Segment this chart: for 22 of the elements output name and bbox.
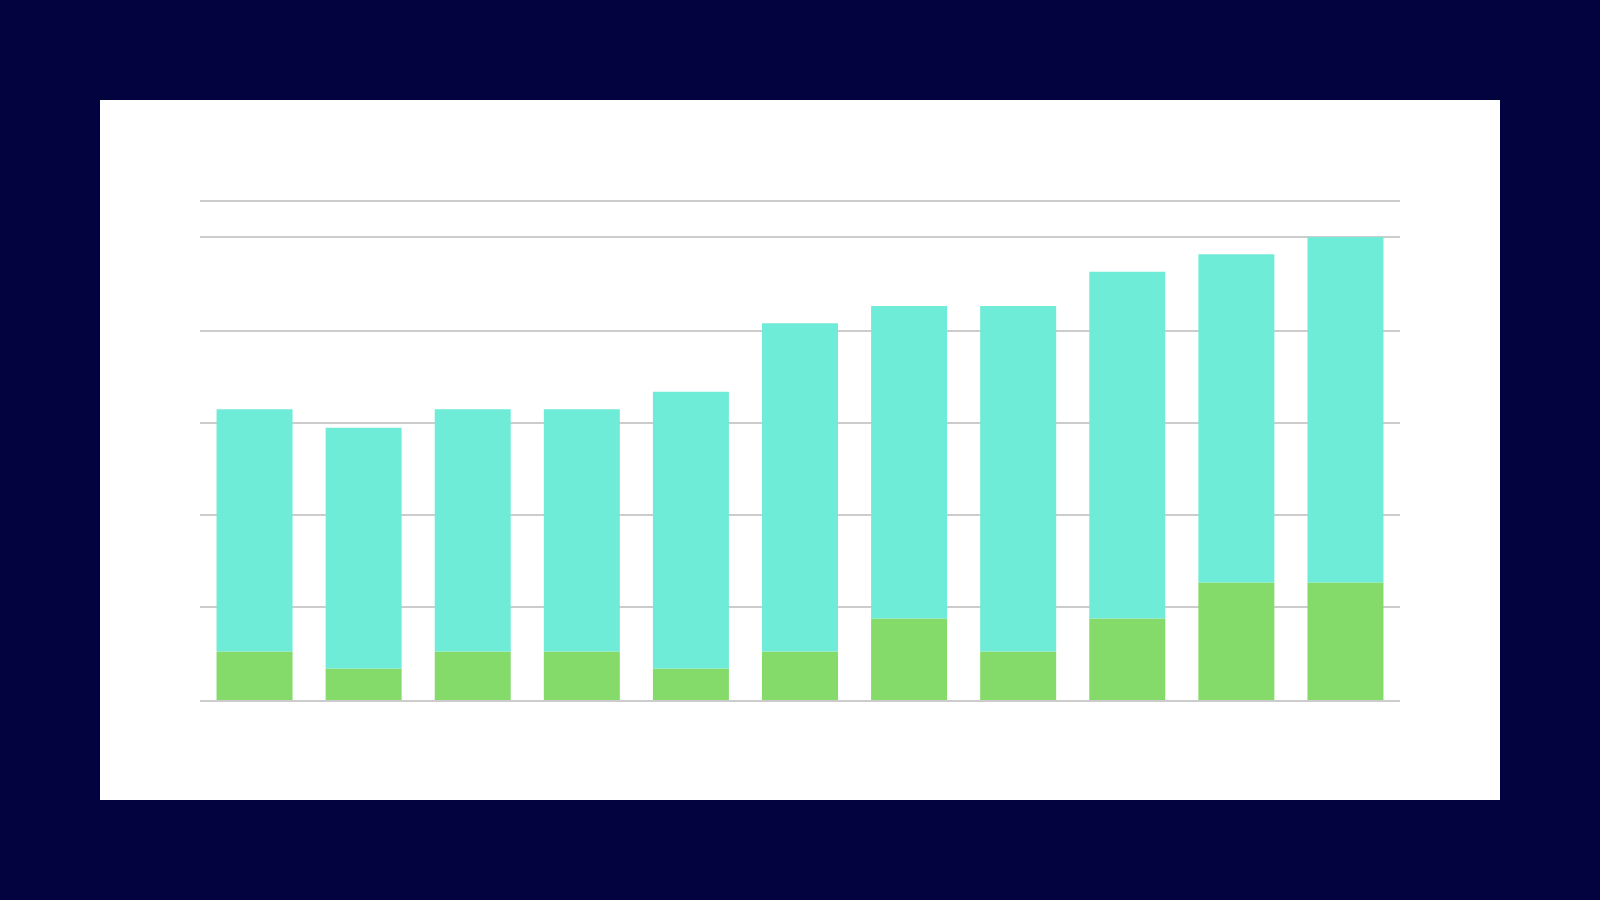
bar (652, 668, 729, 700)
bar (434, 409, 511, 652)
bar (325, 668, 402, 700)
bar (871, 618, 948, 700)
bar (216, 409, 293, 652)
bar (1089, 618, 1166, 700)
bar (543, 651, 620, 700)
bar (1089, 271, 1166, 619)
bar (762, 323, 838, 652)
bar (1307, 582, 1384, 700)
bar (652, 391, 729, 669)
bar (871, 306, 948, 619)
bar (762, 651, 838, 700)
bar (980, 651, 1057, 700)
bar (1198, 582, 1275, 700)
bar (1198, 254, 1275, 583)
bar (543, 409, 620, 652)
bar (434, 651, 511, 700)
bar (216, 651, 293, 700)
bar (1307, 237, 1384, 583)
bar (980, 306, 1057, 652)
bar (325, 427, 402, 669)
